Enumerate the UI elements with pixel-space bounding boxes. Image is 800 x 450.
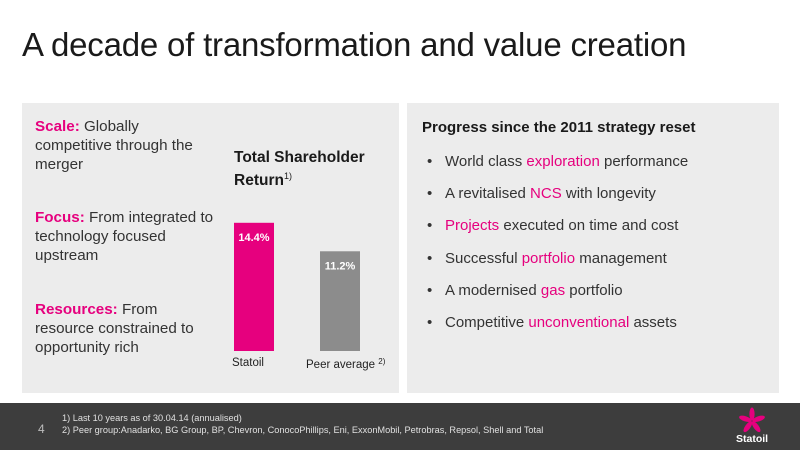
resources-text: From resource constrained to opportunity… — [35, 301, 194, 356]
bullet-icon: • — [427, 249, 433, 267]
item-highlight: Projects — [445, 217, 500, 235]
list-item: • Successful portfolio management — [427, 249, 688, 281]
logo-text: Statoil — [736, 433, 769, 445]
chart-title: Total Shareholder Return1) — [234, 148, 399, 190]
item-highlight: portfolio — [521, 249, 576, 267]
category-note-peer-average: 2) — [378, 357, 386, 366]
footnotes: 1) Last 10 years as of 30.04.14 (annuali… — [62, 412, 543, 436]
item-text-before: Successful — [445, 249, 522, 267]
item-text-after: management — [575, 249, 667, 267]
category-label-peer-average: Peer average 2) — [306, 357, 385, 371]
list-item: • A revitalised NCS with longevity — [427, 184, 688, 216]
value-label-statoil: 14.4% — [238, 232, 269, 244]
value-label-peer-average: 11.2% — [325, 260, 356, 272]
resources-point: Resources: From resource constrained to … — [35, 300, 215, 357]
scale-point: Scale: Globally competitive through the … — [35, 117, 215, 174]
focus-keyword: Focus: — [35, 209, 85, 226]
progress-title: Progress since the 2011 strategy reset — [422, 119, 696, 136]
list-item: • A modernised gas portfolio — [427, 281, 688, 313]
list-item: • Projects executed on time and cost — [427, 216, 688, 248]
item-text-after: performance — [599, 153, 689, 170]
focus-point: Focus: From integrated to technology foc… — [35, 208, 215, 265]
item-highlight: NCS — [530, 185, 562, 203]
chart-title-text: Total Shareholder Return — [234, 149, 365, 189]
item-text-after: with longevity — [561, 185, 656, 203]
list-item: • Competitive unconventional assets — [427, 313, 688, 345]
category-label-statoil-text: Statoil — [232, 357, 264, 369]
bullet-icon: • — [427, 153, 433, 170]
focus-text: From integrated to technology focused up… — [35, 209, 214, 264]
item-highlight: unconventional — [528, 313, 630, 331]
category-label-statoil: Statoil — [232, 357, 264, 369]
right-panel: Progress since the 2011 strategy reset •… — [407, 103, 779, 393]
slide-title: A decade of transformation and value cre… — [22, 26, 687, 63]
bullet-icon: • — [427, 281, 433, 299]
footer: 4 1) Last 10 years as of 30.04.14 (annua… — [0, 403, 800, 450]
item-text-before: A modernised — [445, 281, 541, 299]
bullet-icon: • — [427, 217, 433, 235]
item-text-before: A revitalised — [445, 185, 531, 203]
item-highlight: exploration — [526, 153, 600, 170]
item-text-before: World class — [445, 153, 527, 170]
item-text-after: portfolio — [565, 281, 623, 299]
left-panel: Scale: Globally competitive through the … — [22, 103, 399, 393]
scale-text: Globally competitive through the merger — [35, 118, 193, 173]
item-text-after: executed on time and cost — [499, 217, 679, 235]
footnote-2: 2) Peer group:Anadarko, BG Group, BP, Ch… — [62, 425, 544, 435]
item-text-before: Competitive — [445, 313, 529, 331]
footnote-1: 1) Last 10 years as of 30.04.14 (annuali… — [62, 413, 242, 423]
scale-keyword: Scale: — [35, 118, 80, 135]
statoil-star-logo-icon — [739, 407, 765, 433]
bar-statoil — [234, 222, 274, 351]
bullet-icon: • — [427, 185, 433, 203]
page-number: 4 — [38, 422, 45, 436]
list-item: • World class exploration performance — [427, 152, 688, 184]
bar-peer-average — [320, 251, 360, 351]
item-highlight: gas — [540, 281, 566, 299]
resources-keyword: Resources: — [35, 301, 118, 318]
progress-list: • World class exploration performance • A … — [427, 152, 688, 345]
category-label-peer-average-text: Peer average — [306, 359, 376, 371]
item-text-after: assets — [629, 313, 677, 331]
bullet-icon: • — [427, 313, 433, 331]
chart-title-note: 1) — [283, 171, 292, 181]
tsr-bar-chart: 14.4% 11.2% — [234, 222, 360, 351]
